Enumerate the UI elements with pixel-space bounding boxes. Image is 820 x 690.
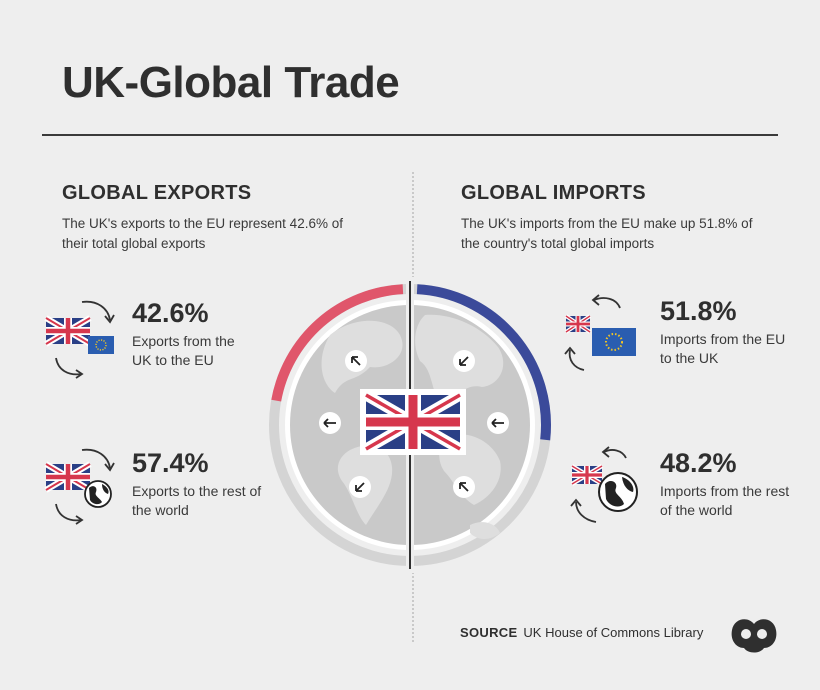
imports-description: The UK's imports from the EU make up 51.… [461,216,753,251]
exports-eu-label: Exports from the UK to the EU [132,333,235,368]
uk-to-world-exports-icon [44,448,115,525]
exports-world-label: Exports to the rest of the world [132,483,262,518]
exports-description: The UK's exports to the EU represent 42.… [62,216,343,251]
eu-to-uk-imports-icon [564,294,636,371]
logo-icon [731,619,777,653]
uk-flag-icon [44,315,92,347]
page-title: UK-Global Trade [62,58,400,107]
imports-eu-label: Imports from the EU to the UK [660,331,786,366]
imports-world-label: Imports from the rest of the world [660,483,790,518]
eu-flag-icon [592,328,636,356]
source-label: SOURCE [460,625,518,640]
exports-eu-arc [271,284,404,402]
globe-icon [598,472,638,512]
exports-world-value: 57.4% [132,448,209,478]
exports-heading: GLOBAL EXPORTS [62,182,252,204]
world-to-uk-imports-icon [570,446,638,523]
uk-flag-icon [360,389,466,455]
uk-flag-icon [570,464,604,486]
uk-flag-icon [44,461,92,493]
source-text: UK House of Commons Library [523,625,704,640]
uk-flag-icon [564,314,592,334]
exports-eu-value: 42.6% [132,298,209,328]
title-rule [42,134,778,136]
source-note: SOURCE UK House of Commons Library [460,625,703,640]
uk-to-eu-exports-icon [44,300,115,379]
imports-eu-arc [416,284,551,441]
trade-share-chart [269,277,551,573]
eu-flag-icon [88,336,114,354]
imports-heading: GLOBAL IMPORTS [461,182,646,204]
imports-world-value: 48.2% [660,448,737,478]
arrow-icon [319,350,509,498]
imports-eu-value: 51.8% [660,296,737,326]
globe-icon [84,480,112,508]
